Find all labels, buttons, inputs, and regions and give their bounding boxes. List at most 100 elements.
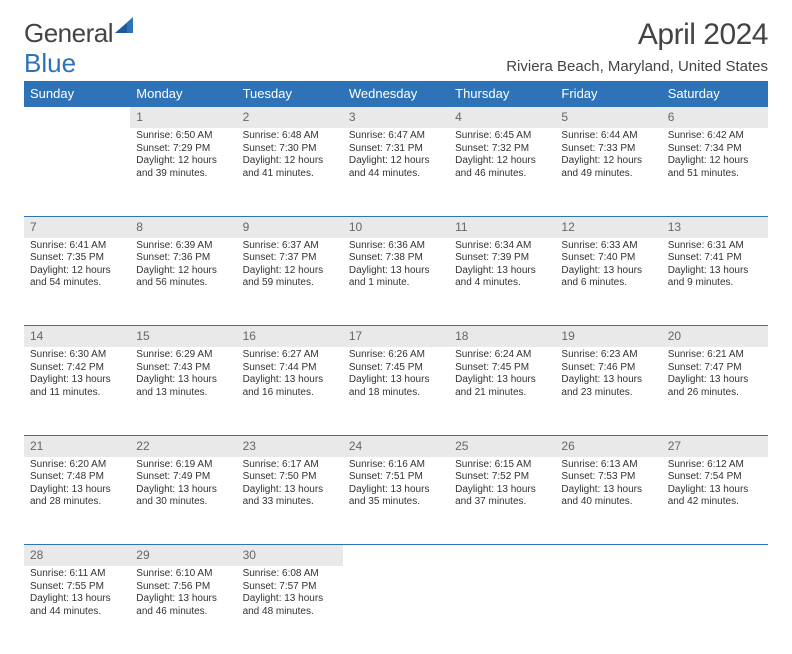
day-cell: Sunrise: 6:11 AMSunset: 7:55 PMDaylight:…	[24, 566, 130, 654]
day2-text: and 1 minute.	[349, 277, 443, 290]
day-number: 30	[237, 545, 343, 567]
day1-text: Daylight: 12 hours	[30, 265, 124, 278]
weekday-header: Tuesday	[237, 81, 343, 107]
day-number: 26	[555, 435, 661, 457]
day-cell-empty	[343, 566, 449, 654]
sunrise-text: Sunrise: 6:36 AM	[349, 240, 443, 253]
day-number: 2	[237, 107, 343, 129]
day-number: 4	[449, 107, 555, 129]
sunrise-text: Sunrise: 6:11 AM	[30, 568, 124, 581]
sunset-text: Sunset: 7:35 PM	[30, 252, 124, 265]
day1-text: Daylight: 13 hours	[668, 484, 762, 497]
brand-part1: General	[24, 18, 113, 49]
sunrise-text: Sunrise: 6:26 AM	[349, 349, 443, 362]
month-title: April 2024	[506, 18, 768, 52]
sunrise-text: Sunrise: 6:37 AM	[243, 240, 337, 253]
day2-text: and 46 minutes.	[455, 168, 549, 181]
sunrise-text: Sunrise: 6:44 AM	[561, 130, 655, 143]
day-number-empty	[449, 545, 555, 567]
sunrise-text: Sunrise: 6:45 AM	[455, 130, 549, 143]
sunset-text: Sunset: 7:45 PM	[455, 362, 549, 375]
day2-text: and 26 minutes.	[668, 387, 762, 400]
sunrise-text: Sunrise: 6:47 AM	[349, 130, 443, 143]
day-cell: Sunrise: 6:30 AMSunset: 7:42 PMDaylight:…	[24, 347, 130, 435]
day-number: 28	[24, 545, 130, 567]
day-number: 29	[130, 545, 236, 567]
day-number-empty	[24, 107, 130, 129]
day1-text: Daylight: 12 hours	[136, 265, 230, 278]
day1-text: Daylight: 13 hours	[455, 265, 549, 278]
brand-part2: Blue	[24, 48, 76, 79]
day2-text: and 28 minutes.	[30, 496, 124, 509]
day2-text: and 11 minutes.	[30, 387, 124, 400]
day-number-row: 282930	[24, 545, 768, 567]
day-cell: Sunrise: 6:26 AMSunset: 7:45 PMDaylight:…	[343, 347, 449, 435]
day-number: 9	[237, 216, 343, 238]
sunset-text: Sunset: 7:47 PM	[668, 362, 762, 375]
brand-sail-icon	[115, 11, 137, 42]
day-number: 14	[24, 326, 130, 348]
day1-text: Daylight: 12 hours	[349, 155, 443, 168]
day-cell: Sunrise: 6:33 AMSunset: 7:40 PMDaylight:…	[555, 238, 661, 326]
day-cell: Sunrise: 6:39 AMSunset: 7:36 PMDaylight:…	[130, 238, 236, 326]
day-cell: Sunrise: 6:48 AMSunset: 7:30 PMDaylight:…	[237, 128, 343, 216]
day2-text: and 44 minutes.	[349, 168, 443, 181]
day-cell-empty	[555, 566, 661, 654]
sunset-text: Sunset: 7:53 PM	[561, 471, 655, 484]
sunset-text: Sunset: 7:40 PM	[561, 252, 655, 265]
sunrise-text: Sunrise: 6:20 AM	[30, 459, 124, 472]
day-cell: Sunrise: 6:23 AMSunset: 7:46 PMDaylight:…	[555, 347, 661, 435]
sunset-text: Sunset: 7:50 PM	[243, 471, 337, 484]
day2-text: and 23 minutes.	[561, 387, 655, 400]
day-cell: Sunrise: 6:21 AMSunset: 7:47 PMDaylight:…	[662, 347, 768, 435]
sunrise-text: Sunrise: 6:13 AM	[561, 459, 655, 472]
sunrise-text: Sunrise: 6:21 AM	[668, 349, 762, 362]
day-cell: Sunrise: 6:24 AMSunset: 7:45 PMDaylight:…	[449, 347, 555, 435]
day1-text: Daylight: 13 hours	[243, 593, 337, 606]
day-number: 5	[555, 107, 661, 129]
day1-text: Daylight: 13 hours	[30, 593, 124, 606]
sunset-text: Sunset: 7:30 PM	[243, 143, 337, 156]
day1-text: Daylight: 13 hours	[561, 265, 655, 278]
day-number: 6	[662, 107, 768, 129]
day-number: 24	[343, 435, 449, 457]
day-number: 7	[24, 216, 130, 238]
day-cell: Sunrise: 6:12 AMSunset: 7:54 PMDaylight:…	[662, 457, 768, 545]
sunrise-text: Sunrise: 6:30 AM	[30, 349, 124, 362]
day2-text: and 13 minutes.	[136, 387, 230, 400]
day-cell: Sunrise: 6:27 AMSunset: 7:44 PMDaylight:…	[237, 347, 343, 435]
sunset-text: Sunset: 7:48 PM	[30, 471, 124, 484]
weekday-header: Thursday	[449, 81, 555, 107]
day2-text: and 59 minutes.	[243, 277, 337, 290]
day2-text: and 35 minutes.	[349, 496, 443, 509]
day-number: 19	[555, 326, 661, 348]
sunrise-text: Sunrise: 6:27 AM	[243, 349, 337, 362]
day-number: 10	[343, 216, 449, 238]
day-number-empty	[555, 545, 661, 567]
day-number: 8	[130, 216, 236, 238]
sunset-text: Sunset: 7:49 PM	[136, 471, 230, 484]
day-cell: Sunrise: 6:36 AMSunset: 7:38 PMDaylight:…	[343, 238, 449, 326]
day1-text: Daylight: 12 hours	[561, 155, 655, 168]
day-number: 27	[662, 435, 768, 457]
day1-text: Daylight: 13 hours	[243, 484, 337, 497]
day2-text: and 54 minutes.	[30, 277, 124, 290]
sunset-text: Sunset: 7:46 PM	[561, 362, 655, 375]
sunset-text: Sunset: 7:52 PM	[455, 471, 549, 484]
calendar-table: SundayMondayTuesdayWednesdayThursdayFrid…	[24, 81, 768, 654]
day-number: 12	[555, 216, 661, 238]
day2-text: and 51 minutes.	[668, 168, 762, 181]
sunset-text: Sunset: 7:56 PM	[136, 581, 230, 594]
day-number: 20	[662, 326, 768, 348]
day1-text: Daylight: 13 hours	[561, 374, 655, 387]
day-cell: Sunrise: 6:13 AMSunset: 7:53 PMDaylight:…	[555, 457, 661, 545]
day-number-empty	[343, 545, 449, 567]
sunset-text: Sunset: 7:33 PM	[561, 143, 655, 156]
day2-text: and 18 minutes.	[349, 387, 443, 400]
day1-text: Daylight: 13 hours	[455, 374, 549, 387]
sunrise-text: Sunrise: 6:48 AM	[243, 130, 337, 143]
weekday-header: Saturday	[662, 81, 768, 107]
day-number-row: 123456	[24, 107, 768, 129]
day-content-row: Sunrise: 6:20 AMSunset: 7:48 PM Daylight:…	[24, 457, 768, 545]
sunset-text: Sunset: 7:36 PM	[136, 252, 230, 265]
